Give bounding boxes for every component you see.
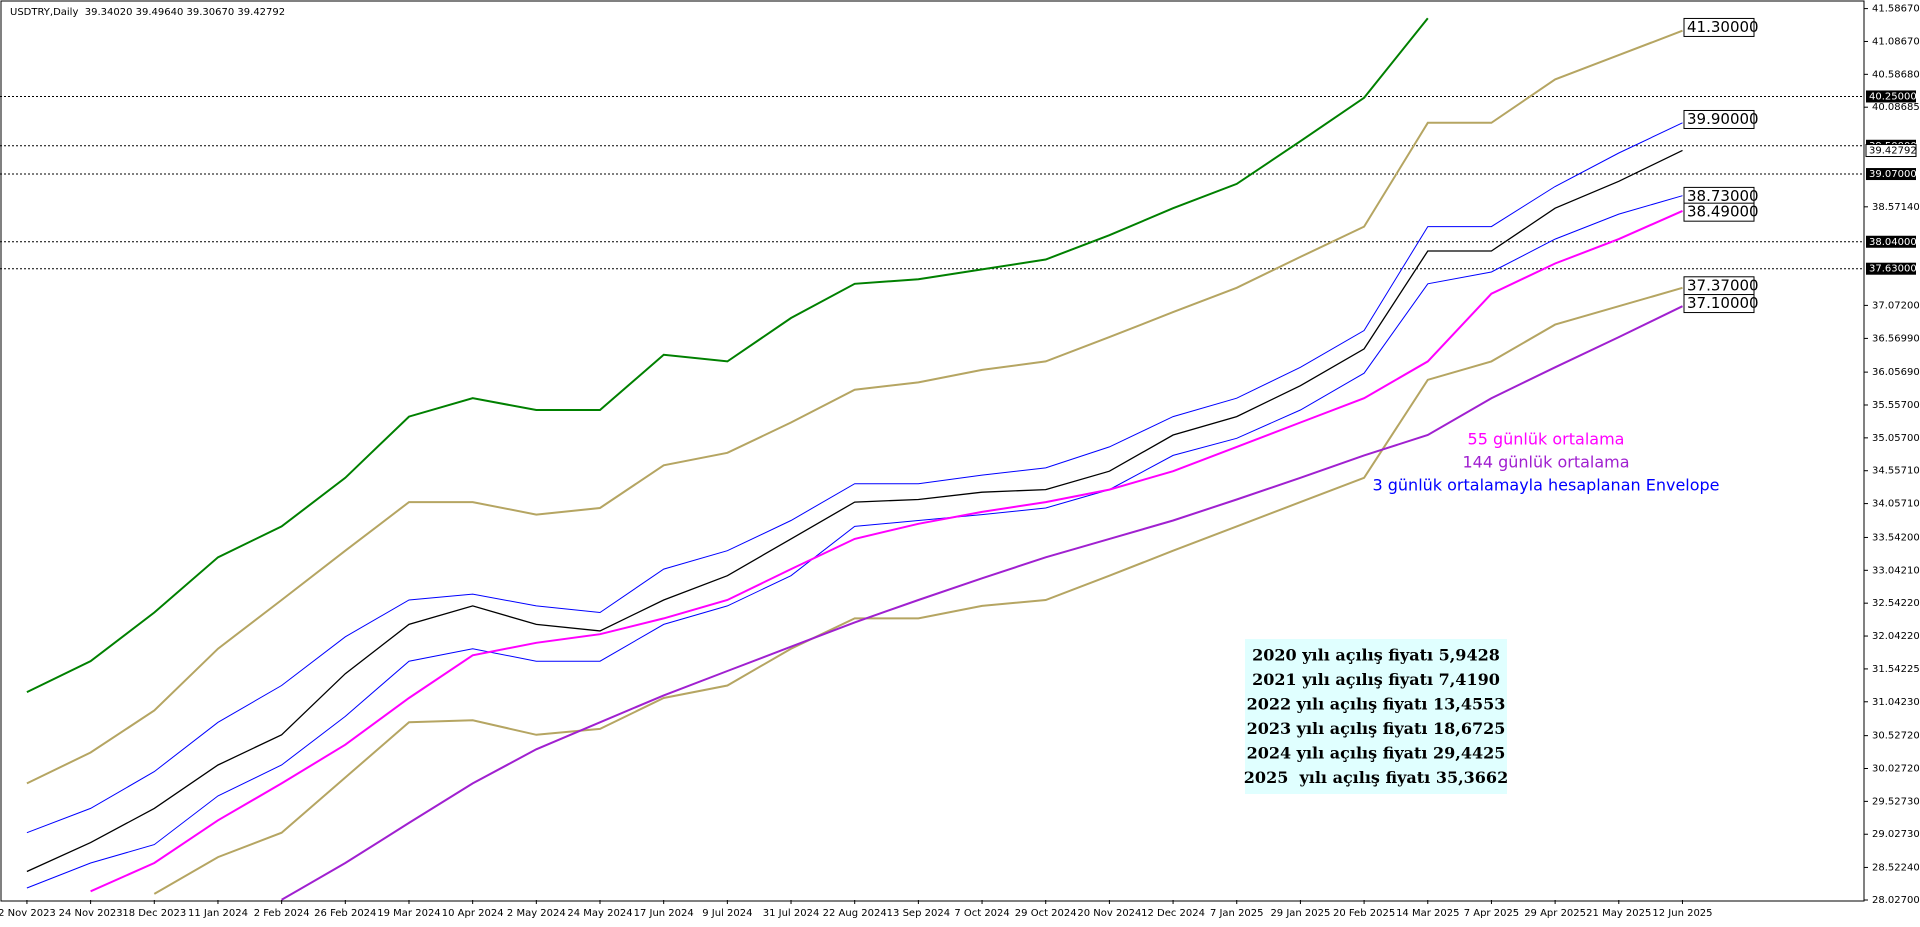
series-line: [26, 17, 1429, 693]
y-tick-label: 33.54200: [1872, 532, 1920, 543]
envelope-upper: [26, 122, 1683, 834]
x-tick-label: 24 Nov 2023: [59, 908, 123, 919]
x-tick-label: 7 Jan 2025: [1210, 908, 1264, 919]
x-tick-label: 24 May 2024: [567, 908, 632, 919]
y-tick-label: 38.57140: [1872, 202, 1920, 213]
info-line: 2025 yılı açılış fiyatı 35,3662: [1244, 768, 1508, 787]
series-line: [90, 209, 1683, 893]
x-tick-label: 2 May 2024: [507, 908, 566, 919]
info-line: 2024 yılı açılış fiyatı 29,4425: [1247, 744, 1506, 763]
envelope-upper: [26, 29, 1683, 785]
series-line: [281, 305, 1683, 901]
series-note: 55 günlük ortalama: [1468, 430, 1625, 449]
info-box: [1245, 639, 1507, 794]
chart-title: USDTRY,Daily 39.34020 39.49640 39.30670 …: [10, 7, 285, 18]
y-tick-label: 31.54225: [1872, 664, 1920, 675]
series-note: 3 günlük ortalamayla hesaplanan Envelope: [1372, 476, 1719, 495]
x-tick-label: 2 Nov 2023: [0, 908, 56, 919]
y-tick-label: 30.52720: [1872, 731, 1920, 742]
y-tick-label: 31.04230: [1872, 697, 1920, 708]
y-tick-label: 34.05710: [1872, 499, 1920, 510]
x-tick-label: 19 Mar 2024: [377, 908, 440, 919]
info-line: 2023 yılı açılış fiyatı 18,6725: [1247, 719, 1506, 738]
level-tag: [1866, 168, 1916, 181]
y-tick-label: 29.02730: [1872, 829, 1920, 840]
x-tick-label: 10 Apr 2024: [442, 908, 504, 919]
last-price-label: 39.42792: [1869, 146, 1917, 157]
level-label: 40.25000: [1869, 91, 1917, 102]
x-tick-label: 11 Jan 2024: [188, 908, 248, 919]
x-tick-label: 26 Feb 2024: [314, 908, 376, 919]
info-line: 2021 yılı açılış fiyatı 7,4190: [1252, 670, 1500, 689]
level-label: 38.04000: [1869, 237, 1917, 248]
y-tick-label: 41.58670: [1872, 4, 1920, 15]
price-box: [1683, 202, 1755, 222]
y-tick-label: 36.05690: [1872, 367, 1920, 378]
x-tick-label: 7 Oct 2024: [954, 908, 1009, 919]
level-tag: [1866, 262, 1916, 275]
x-tick-label: 18 Dec 2023: [122, 908, 186, 919]
x-tick-label: 2 Feb 2024: [254, 908, 310, 919]
x-tick-label: 29 Oct 2024: [1015, 908, 1077, 919]
price-box-label: 38.73000: [1687, 187, 1759, 205]
y-tick-label: 40.58680: [1872, 69, 1920, 80]
price-box: [1683, 294, 1755, 314]
info-line: 2022 yılı açılış fiyatı 13,4553: [1247, 695, 1506, 714]
y-tick-label: 35.55700: [1872, 400, 1920, 411]
x-tick-label: 22 Aug 2024: [823, 908, 887, 919]
y-tick-label: 36.56990: [1872, 333, 1920, 344]
y-tick-label: 32.54220: [1872, 598, 1920, 609]
envelope-lower: [153, 286, 1683, 895]
x-tick-label: 13 Sep 2024: [887, 908, 950, 919]
level-label: 37.63000: [1869, 264, 1917, 275]
x-tick-label: 17 Jun 2024: [634, 908, 694, 919]
y-tick-label: 37.07200: [1872, 300, 1920, 311]
price-box-label: 41.30000: [1687, 18, 1759, 36]
x-tick-label: 7 Apr 2025: [1464, 908, 1519, 919]
price-box-label: 38.49000: [1687, 203, 1759, 221]
envelope-lower: [26, 195, 1683, 889]
y-tick-label: 41.08670: [1872, 36, 1920, 47]
y-tick-label: 33.04210: [1872, 565, 1920, 576]
y-tick-label: 34.55710: [1872, 466, 1920, 477]
price-box-label: 39.90000: [1687, 110, 1759, 128]
y-tick-label: 28.02700: [1872, 895, 1920, 906]
price-box-label: 37.10000: [1687, 294, 1759, 312]
x-tick-label: 29 Jan 2025: [1270, 908, 1330, 919]
x-tick-label: 31 Jul 2024: [763, 908, 820, 919]
x-tick-label: 9 Jul 2024: [702, 908, 752, 919]
series-note: 144 günlük ortalama: [1462, 453, 1629, 472]
price-box-label: 37.37000: [1687, 276, 1759, 294]
x-tick-label: 21 May 2025: [1586, 908, 1651, 919]
x-tick-label: 14 Mar 2025: [1396, 908, 1459, 919]
y-tick-label: 29.52730: [1872, 796, 1920, 807]
series-line: [26, 149, 1683, 873]
x-tick-label: 20 Nov 2024: [1077, 908, 1141, 919]
price-box: [1683, 17, 1755, 37]
x-tick-label: 29 Apr 2025: [1524, 908, 1586, 919]
level-label: 39.07000: [1869, 169, 1917, 180]
info-line: 2020 yılı açılış fiyatı 5,9428: [1252, 646, 1500, 665]
level-tag: [1866, 90, 1916, 103]
y-tick-label: 35.05700: [1872, 433, 1920, 444]
x-tick-label: 12 Jun 2025: [1652, 908, 1712, 919]
x-tick-label: 12 Dec 2024: [1141, 908, 1205, 919]
plot-frame: [0, 0, 1865, 902]
level-tag: [1866, 235, 1916, 248]
last-price-tag: [1865, 144, 1917, 158]
x-tick-label: 20 Feb 2025: [1333, 908, 1395, 919]
y-tick-label: 30.02720: [1872, 764, 1920, 775]
y-tick-label: 40.08685: [1872, 102, 1920, 113]
y-tick-label: 32.04220: [1872, 631, 1920, 642]
y-tick-label: 28.52240: [1872, 862, 1920, 873]
price-box: [1683, 109, 1755, 129]
